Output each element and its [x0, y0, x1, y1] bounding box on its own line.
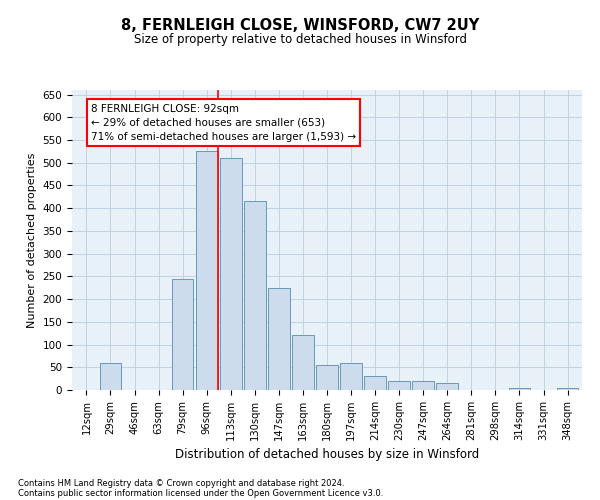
Text: Contains public sector information licensed under the Open Government Licence v3: Contains public sector information licen… — [18, 488, 383, 498]
Bar — [244, 202, 266, 390]
Bar — [292, 336, 314, 390]
Bar — [268, 288, 290, 390]
Text: Contains HM Land Registry data © Crown copyright and database right 2024.: Contains HM Land Registry data © Crown c… — [18, 478, 344, 488]
Bar — [100, 362, 121, 390]
Bar — [196, 152, 218, 390]
Bar — [509, 388, 530, 390]
Y-axis label: Number of detached properties: Number of detached properties — [27, 152, 37, 328]
Bar — [172, 278, 193, 390]
Text: 8, FERNLEIGH CLOSE, WINSFORD, CW7 2UY: 8, FERNLEIGH CLOSE, WINSFORD, CW7 2UY — [121, 18, 479, 32]
Bar — [557, 388, 578, 390]
Bar — [388, 381, 410, 390]
Bar — [412, 381, 434, 390]
Bar — [364, 376, 386, 390]
Bar — [340, 362, 362, 390]
Text: Size of property relative to detached houses in Winsford: Size of property relative to detached ho… — [133, 32, 467, 46]
Bar — [316, 365, 338, 390]
Text: 8 FERNLEIGH CLOSE: 92sqm
← 29% of detached houses are smaller (653)
71% of semi-: 8 FERNLEIGH CLOSE: 92sqm ← 29% of detach… — [91, 104, 356, 142]
X-axis label: Distribution of detached houses by size in Winsford: Distribution of detached houses by size … — [175, 448, 479, 462]
Bar — [220, 158, 242, 390]
Bar — [436, 383, 458, 390]
